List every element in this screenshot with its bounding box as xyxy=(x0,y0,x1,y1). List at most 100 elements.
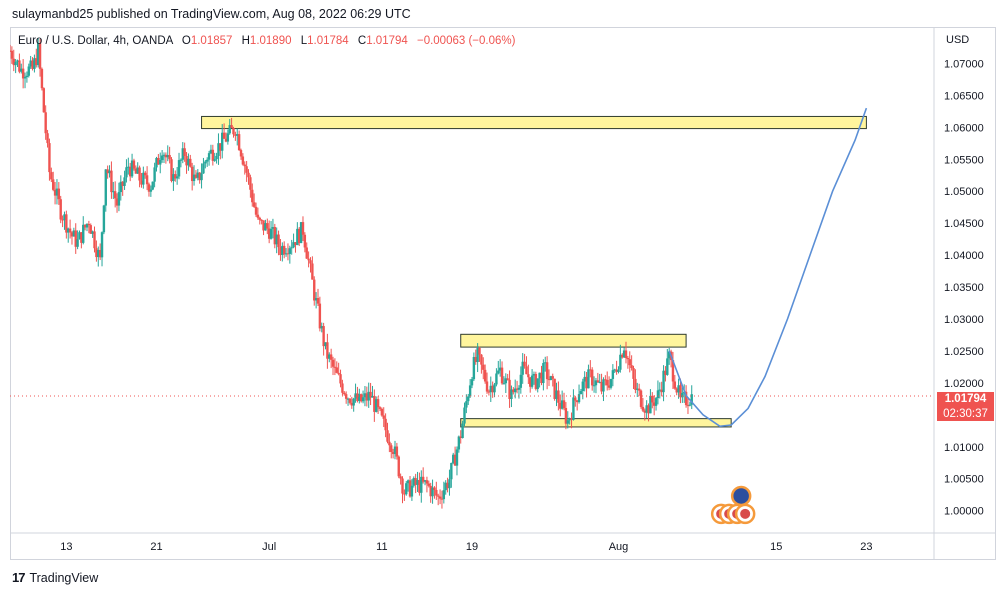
candle-body xyxy=(95,248,98,258)
candle-body xyxy=(391,452,395,455)
candle-body xyxy=(450,462,453,480)
tradingview-brand[interactable]: 17 TradingView xyxy=(12,570,98,585)
candle-body xyxy=(485,381,489,392)
candle-body xyxy=(106,169,109,174)
candle-body xyxy=(144,172,147,176)
candle-body xyxy=(128,166,132,177)
candle-body xyxy=(258,217,261,220)
candle-body xyxy=(326,342,329,359)
candle-body xyxy=(373,395,376,412)
projection-curve xyxy=(668,107,868,428)
candle-body xyxy=(626,357,630,360)
candle-body xyxy=(574,397,577,401)
candle-body xyxy=(301,222,305,235)
candle-body xyxy=(51,179,55,190)
candle-body xyxy=(388,441,391,446)
candle-body xyxy=(425,480,429,484)
candle-body xyxy=(260,219,263,221)
candle-body xyxy=(530,375,534,387)
candle-body xyxy=(27,66,30,76)
candle-body xyxy=(367,391,370,401)
candle-body xyxy=(222,132,226,139)
price-chart[interactable]: USD 1.07000 1.06500 1.06000 1.05500 1.05000 1.… xyxy=(10,27,996,560)
candle-body xyxy=(624,350,628,358)
candle-body xyxy=(12,58,15,66)
candle-body xyxy=(673,381,677,389)
candle-body xyxy=(418,480,421,493)
candle-body xyxy=(160,155,164,161)
candle-body xyxy=(589,369,592,371)
candle-body xyxy=(166,155,169,158)
candle-body xyxy=(234,134,237,136)
candle-body xyxy=(376,399,380,408)
candle-body xyxy=(264,223,267,231)
candle-body xyxy=(284,253,288,255)
candle-body xyxy=(510,389,513,400)
candle-body xyxy=(303,234,307,248)
x-tick-label: 15 xyxy=(770,541,782,553)
candle-body xyxy=(230,125,233,129)
candle-body xyxy=(568,418,571,421)
candle-body xyxy=(581,381,585,392)
candle-body xyxy=(55,188,59,196)
candle-body xyxy=(275,234,278,245)
candle-body xyxy=(529,377,532,387)
x-tick-label: 19 xyxy=(466,541,478,553)
candle-body xyxy=(397,456,400,477)
candle-body xyxy=(123,177,126,186)
candle-body xyxy=(491,385,494,393)
candle-body xyxy=(83,224,87,228)
candle-body xyxy=(540,372,543,384)
candle-body xyxy=(408,480,412,497)
candle-body xyxy=(256,214,260,218)
candle-body xyxy=(196,172,200,178)
candle-body xyxy=(241,156,245,165)
candle-body xyxy=(602,379,605,392)
candle-body xyxy=(607,385,611,388)
candle-body xyxy=(504,378,508,384)
last-price-tag: 1.01794 xyxy=(937,392,994,407)
candle-body xyxy=(142,172,145,185)
candle-body xyxy=(236,134,239,136)
candle-body xyxy=(138,167,141,181)
candle-body xyxy=(215,155,218,160)
candle-body xyxy=(271,226,275,229)
candle-body xyxy=(575,400,579,403)
symbol-label[interactable]: Euro / U.S. Dollar, 4h, OANDA xyxy=(18,35,173,47)
candle-body xyxy=(521,361,524,375)
candle-body xyxy=(375,399,378,412)
candle-body xyxy=(666,358,669,375)
candle-body xyxy=(294,242,297,246)
candle-body xyxy=(634,378,637,390)
close-value: 1.01794 xyxy=(366,35,408,47)
candle-body xyxy=(145,175,149,185)
candle-body xyxy=(671,360,675,382)
candle-body xyxy=(444,482,447,491)
candle-body xyxy=(213,159,216,161)
candle-body xyxy=(175,176,179,179)
candle-body xyxy=(348,398,352,403)
candle-body xyxy=(170,159,173,182)
candle-body xyxy=(519,374,523,388)
candle-body xyxy=(228,125,231,134)
candle-body xyxy=(476,347,479,363)
candle-body xyxy=(361,397,365,402)
candle-body xyxy=(174,174,177,179)
candle-body xyxy=(677,385,680,393)
eu-event-icon xyxy=(730,485,752,507)
resistance-zone-top xyxy=(201,115,867,130)
low-label: L xyxy=(300,35,308,47)
candle-body xyxy=(207,153,211,160)
candle-body xyxy=(393,446,397,455)
candle-body xyxy=(656,390,660,399)
candle-body xyxy=(690,394,693,405)
candle-body xyxy=(198,172,201,181)
x-tick-label: 13 xyxy=(60,541,72,553)
candle-body xyxy=(299,222,303,244)
candle-body xyxy=(93,231,96,249)
change-value: −0.00063 (−0.06%) xyxy=(416,35,516,47)
candle-body xyxy=(667,351,671,359)
candle-body xyxy=(354,393,357,399)
y-tick-label: 1.05000 xyxy=(944,186,984,198)
candle-body xyxy=(583,376,586,382)
